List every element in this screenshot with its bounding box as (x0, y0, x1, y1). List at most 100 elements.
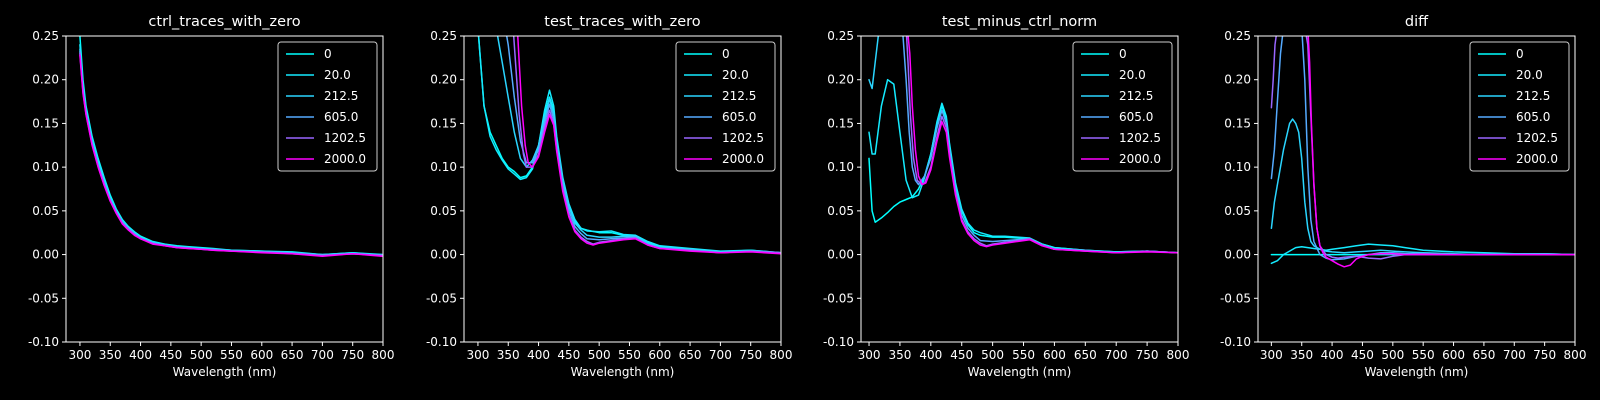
legend-entry: 0 (324, 47, 332, 61)
y-tick-label: 0.25 (32, 29, 59, 43)
y-tick-label: 0.25 (430, 29, 457, 43)
series-line-20.0 (1270, 243, 1575, 265)
y-tick-label: 0.00 (827, 248, 854, 262)
x-tick-label: 550 (1012, 348, 1035, 362)
axes-frame (1257, 35, 1576, 343)
x-tick-label: 800 (1564, 348, 1587, 362)
legend: 0 20.0 212.5 605.0 1202.5 2000.0 (277, 41, 378, 172)
y-tick-label: -0.05 (1220, 291, 1251, 305)
x-tick-label: 350 (497, 348, 520, 362)
x-tick-label: 550 (618, 348, 641, 362)
x-tick-label: 500 (588, 348, 611, 362)
y-tick-label: -0.10 (426, 335, 457, 349)
x-tick-label: 500 (981, 348, 1004, 362)
legend-entry: 605.0 (1119, 110, 1153, 124)
y-tick-label: 0.20 (430, 73, 457, 87)
y-tick-label: 0.15 (827, 116, 854, 130)
legend-entry: 0 (1516, 47, 1524, 61)
x-tick-label: 350 (1290, 348, 1313, 362)
legend: 0 20.0 212.5 605.0 1202.5 2000.0 (1072, 41, 1173, 172)
x-tick-label: 300 (68, 348, 91, 362)
x-tick-label: 750 (341, 348, 364, 362)
legend-entry: 212.5 (1516, 89, 1550, 103)
x-tick-label: 300 (858, 348, 881, 362)
x-tick-label: 300 (466, 348, 489, 362)
y-tick-label: 0.25 (1224, 29, 1251, 43)
x-tick-label: 700 (1105, 348, 1128, 362)
series-group (79, 36, 383, 258)
x-tick-label: 600 (1442, 348, 1465, 362)
y-tick-label: 0.05 (430, 204, 457, 218)
chart-panel-1: 300 350 400 450 500 550 600 650 700 750 800 -0.10 -0… (28, 14, 395, 379)
series-line-2000.0 (79, 54, 383, 258)
chart-panel-4: 300 350 400 450 500 550 600 650 700 750 800 -0.10 -0… (1220, 14, 1587, 379)
x-tick-label: 700 (1503, 348, 1526, 362)
x-tick-label: 350 (888, 348, 911, 362)
x-tick-label: 550 (220, 348, 243, 362)
x-tick-label: 750 (739, 348, 762, 362)
y-tick-label: 0.20 (827, 73, 854, 87)
legend: 0 20.0 212.5 605.0 1202.5 2000.0 (675, 41, 776, 172)
chart-title: diff (1405, 14, 1429, 30)
y-tick-label: -0.05 (823, 291, 854, 305)
x-tick-label: 450 (557, 348, 580, 362)
series-line-2000.0 (517, 36, 781, 255)
x-tick-label: 650 (679, 348, 702, 362)
legend-entry: 1202.5 (722, 131, 764, 145)
x-tick-label: 400 (1321, 348, 1344, 362)
x-axis-label: Wavelength (nm) (173, 365, 277, 379)
axes-frame (463, 35, 782, 343)
y-tick-label: 0.00 (1224, 248, 1251, 262)
x-tick-label: 800 (372, 348, 395, 362)
y-tick-label: -0.10 (28, 335, 59, 349)
series-line-605.0 (505, 36, 781, 254)
axes-frame (65, 35, 384, 343)
x-tick-label: 800 (1167, 348, 1190, 362)
x-tick-label: 600 (250, 348, 273, 362)
x-axis-label: Wavelength (nm) (571, 365, 675, 379)
legend-entry: 212.5 (324, 89, 358, 103)
y-tick-label: 0.10 (827, 160, 854, 174)
series-group (1270, 36, 1575, 268)
x-tick-label: 800 (770, 348, 793, 362)
x-tick-label: 550 (1412, 348, 1435, 362)
legend-entry: 212.5 (722, 89, 756, 103)
legend-entry: 2000.0 (1119, 152, 1161, 166)
legend-entry: 20.0 (1119, 68, 1146, 82)
x-tick-label: 400 (919, 348, 942, 362)
y-tick-label: 0.15 (430, 116, 457, 130)
legend-entry: 605.0 (324, 110, 358, 124)
x-tick-label: 700 (311, 348, 334, 362)
x-tick-label: 400 (129, 348, 152, 362)
y-tick-label: 0.20 (32, 73, 59, 87)
y-tick-label: 0.10 (32, 160, 59, 174)
chart-title: test_minus_ctrl_norm (942, 14, 1097, 30)
legend-entry: 1202.5 (1516, 131, 1558, 145)
legend-entry: 2000.0 (1516, 152, 1558, 166)
series-line-2000.0 (907, 36, 1178, 254)
series-line-212.5 (868, 36, 880, 90)
x-tick-label: 600 (1043, 348, 1066, 362)
x-tick-label: 500 (1381, 348, 1404, 362)
legend-entry: 2000.0 (722, 152, 764, 166)
series-group (868, 36, 1178, 254)
legend-entry: 1202.5 (324, 131, 366, 145)
legend-entry: 20.0 (1516, 68, 1543, 82)
y-tick-label: -0.05 (426, 291, 457, 305)
legend-entry: 20.0 (324, 68, 351, 82)
x-tick-label: 450 (159, 348, 182, 362)
legend-entry: 605.0 (1516, 110, 1550, 124)
x-axis-label: Wavelength (nm) (968, 365, 1072, 379)
x-tick-label: 650 (281, 348, 304, 362)
y-tick-label: -0.05 (28, 291, 59, 305)
y-tick-label: 0.00 (430, 248, 457, 262)
x-tick-label: 750 (1533, 348, 1556, 362)
x-tick-label: 450 (1351, 348, 1374, 362)
x-tick-label: 500 (190, 348, 213, 362)
legend-entry: 212.5 (1119, 89, 1153, 103)
x-tick-label: 600 (648, 348, 671, 362)
axes-frame (860, 35, 1179, 343)
x-tick-label: 650 (1074, 348, 1097, 362)
y-tick-label: 0.25 (827, 29, 854, 43)
